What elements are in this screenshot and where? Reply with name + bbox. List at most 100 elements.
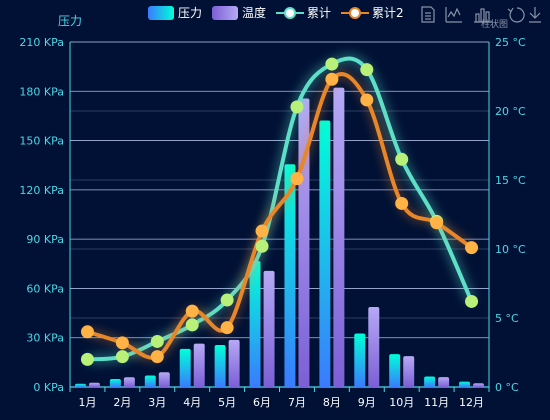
bar-pressure bbox=[319, 120, 331, 388]
download-icon[interactable] bbox=[529, 7, 541, 23]
bar-pressure bbox=[389, 354, 401, 387]
left-axis-name: 压力 bbox=[58, 14, 82, 28]
left-tick-label: 210 KPa bbox=[19, 36, 64, 49]
bar-temperature bbox=[473, 383, 485, 387]
legend-item-cumulative[interactable]: 累计 bbox=[276, 6, 331, 20]
x-tick-label: 8月 bbox=[323, 396, 341, 409]
right-tick-label: 15 °C bbox=[495, 174, 526, 187]
x-tick-label: 3月 bbox=[148, 396, 166, 409]
x-tick-label: 12月 bbox=[459, 396, 484, 409]
legend-label-cumulative2: 累计2 bbox=[372, 6, 404, 20]
bar-pressure bbox=[284, 164, 296, 387]
point-cumulative bbox=[150, 334, 164, 348]
legend-marker-cumulative bbox=[284, 7, 296, 19]
point-cumulative bbox=[290, 100, 304, 114]
legend-item-cumulative2[interactable]: 累计2 bbox=[341, 6, 404, 20]
bar-temperature bbox=[88, 382, 100, 387]
grid bbox=[70, 41, 489, 388]
legend-swatch-pressure bbox=[148, 6, 174, 20]
right-tick-label: 20 °C bbox=[495, 105, 526, 118]
point-cumulative2 bbox=[360, 93, 374, 107]
right-tick-label: 5 °C bbox=[495, 312, 519, 325]
point-cumulative2 bbox=[115, 336, 129, 350]
point-cumulative2 bbox=[465, 241, 479, 255]
point-cumulative bbox=[360, 63, 374, 77]
legend-marker-cumulative2 bbox=[349, 7, 361, 19]
point-cumulative2 bbox=[150, 350, 164, 364]
line-cumulative2 bbox=[85, 72, 474, 360]
left-tick-label: 150 KPa bbox=[19, 135, 64, 148]
bar-pressure bbox=[424, 376, 436, 387]
point-cumulative2 bbox=[395, 196, 409, 210]
toolbox[interactable]: 柱状图 bbox=[421, 6, 541, 30]
bar-temperature bbox=[193, 343, 205, 387]
point-cumulative2 bbox=[325, 72, 339, 86]
bar-pressure bbox=[179, 348, 191, 387]
bar-pressure bbox=[214, 344, 226, 387]
x-tick-label: 4月 bbox=[183, 396, 201, 409]
right-tick-label: 0 °C bbox=[495, 381, 519, 394]
bar-temperature bbox=[438, 377, 450, 387]
bar-temperature bbox=[228, 339, 240, 387]
line-chart-icon[interactable] bbox=[445, 7, 462, 23]
legend-label-temperature: 温度 bbox=[242, 5, 266, 20]
point-cumulative bbox=[80, 352, 94, 366]
point-cumulative bbox=[395, 152, 409, 166]
left-tick-label: 30 KPa bbox=[26, 332, 64, 345]
data-view-icon[interactable] bbox=[421, 6, 435, 23]
legend-item-pressure[interactable]: 压力 bbox=[148, 6, 202, 20]
right-tick-label: 25 °C bbox=[495, 36, 526, 49]
bar-temperature bbox=[333, 87, 345, 388]
bars bbox=[74, 87, 485, 388]
legend-swatch-temperature bbox=[212, 6, 238, 20]
point-cumulative2 bbox=[255, 224, 269, 238]
axes: 0 KPa 30 KPa 60 KPa 90 KPa 120 KPa 150 KPa 180… bbox=[19, 36, 526, 409]
point-cumulative bbox=[325, 57, 339, 71]
left-tick-label: 120 KPa bbox=[19, 184, 64, 197]
point-cumulative2 bbox=[80, 325, 94, 339]
bar-chart-icon[interactable]: 柱状图 bbox=[474, 8, 508, 30]
bar-temperature bbox=[403, 356, 415, 387]
bar-temperature bbox=[368, 306, 380, 387]
bar-pressure bbox=[249, 260, 261, 387]
bar-pressure bbox=[109, 378, 121, 387]
points bbox=[80, 57, 479, 366]
bar-temperature bbox=[158, 372, 170, 387]
x-tick-label: 2月 bbox=[113, 396, 131, 409]
point-cumulative2 bbox=[290, 172, 304, 186]
left-tick-label: 90 KPa bbox=[26, 233, 64, 246]
bar-temperature bbox=[123, 377, 135, 387]
point-cumulative2 bbox=[185, 304, 199, 318]
x-tick-label: 6月 bbox=[253, 396, 271, 409]
point-cumulative bbox=[255, 239, 269, 253]
lines bbox=[85, 53, 477, 365]
x-tick-label: 1月 bbox=[78, 396, 96, 409]
legend-label-cumulative: 累计 bbox=[307, 6, 331, 20]
left-tick-label: 0 KPa bbox=[33, 381, 64, 394]
point-cumulative2 bbox=[430, 216, 444, 230]
restore-icon[interactable] bbox=[507, 7, 525, 23]
x-tick-label: 5月 bbox=[218, 396, 236, 409]
left-tick-label: 60 KPa bbox=[26, 282, 64, 295]
point-cumulative bbox=[220, 293, 234, 307]
bar-pressure bbox=[459, 381, 471, 387]
point-cumulative bbox=[115, 350, 129, 364]
x-tick-label: 7月 bbox=[288, 396, 306, 409]
bar-temperature bbox=[263, 270, 275, 387]
point-cumulative bbox=[465, 294, 479, 308]
right-tick-label: 10 °C bbox=[495, 243, 526, 256]
x-tick-label: 9月 bbox=[358, 396, 376, 409]
bar-pressure bbox=[144, 375, 156, 387]
legend-item-temperature[interactable]: 温度 bbox=[212, 5, 266, 20]
bar-pressure bbox=[74, 383, 86, 387]
x-tick-label: 11月 bbox=[424, 396, 449, 409]
legend-label-pressure: 压力 bbox=[178, 6, 202, 20]
left-tick-label: 180 KPa bbox=[19, 85, 64, 98]
point-cumulative bbox=[185, 318, 199, 332]
point-cumulative2 bbox=[220, 321, 234, 335]
bar-pressure bbox=[354, 333, 366, 387]
x-tick-label: 10月 bbox=[389, 396, 414, 409]
bar-chart-tooltip: 柱状图 bbox=[481, 18, 508, 30]
legend[interactable]: 压力 温度 累计 累计2 bbox=[148, 5, 404, 20]
